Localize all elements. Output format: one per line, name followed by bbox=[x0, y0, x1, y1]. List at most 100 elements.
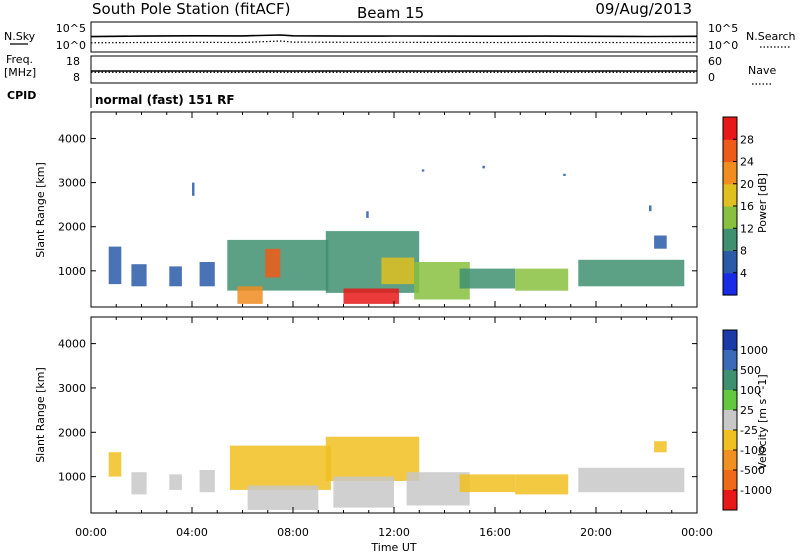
colorbar-swatch bbox=[723, 228, 737, 252]
y-tick-label: 2000 bbox=[58, 426, 86, 439]
time-axis: 00:00 04:00 08:00 12:00 16:00 20:00 00:00 bbox=[75, 526, 713, 539]
y-tick-label: 3000 bbox=[58, 382, 86, 395]
echo-patch-8 bbox=[343, 288, 399, 304]
echo-patch-17 bbox=[421, 169, 425, 172]
nsearch-label: N.Search bbox=[746, 30, 796, 43]
x-tick-label: 08:00 bbox=[277, 526, 309, 539]
x-tick-label: 00:00 bbox=[75, 526, 107, 539]
power-colorbar-label: Power [dB] bbox=[756, 173, 769, 233]
cpid-row: CPID normal (fast) 151 RF bbox=[7, 88, 235, 108]
x-tick-label: 20:00 bbox=[580, 526, 612, 539]
colorbar-swatch bbox=[723, 139, 737, 163]
colorbar-swatch bbox=[723, 350, 737, 371]
power-axis: 1000 2000 3000 4000 bbox=[58, 112, 698, 307]
power-panel: 1000 2000 3000 4000 Slant Range [km] bbox=[34, 111, 698, 308]
freq-tick-bottom: 8 bbox=[73, 71, 80, 84]
cpid-value: normal (fast) 151 RF bbox=[95, 93, 235, 107]
echo-patch-18 bbox=[482, 165, 485, 169]
noise-tick-top-right: 10^5 bbox=[708, 22, 738, 35]
echo-patch-10 bbox=[515, 474, 569, 495]
echo-patch-15 bbox=[192, 182, 195, 196]
freq-label: Freq. bbox=[6, 53, 33, 66]
velocity-axis: 1000 2000 3000 4000 bbox=[58, 317, 698, 513]
station-title: South Pole Station (fitACF) bbox=[92, 0, 290, 18]
colorbar-swatch bbox=[723, 272, 737, 296]
x-tick-label: 04:00 bbox=[176, 526, 208, 539]
nsky-label: N.Sky bbox=[4, 30, 36, 43]
colorbar-tick-label: 100 bbox=[740, 384, 761, 397]
echo-patch-20 bbox=[649, 205, 652, 212]
nave-label: Nave bbox=[748, 64, 776, 77]
colorbar-swatch bbox=[723, 450, 737, 471]
colorbar-swatch bbox=[723, 161, 737, 185]
echo-patch-5 bbox=[247, 485, 319, 510]
freq-strip-frame bbox=[90, 55, 698, 84]
colorbar-swatch bbox=[723, 430, 737, 451]
velocity-colorbar-label: Velocity [m s^-1] bbox=[756, 374, 769, 469]
freq-tick-top: 18 bbox=[66, 55, 80, 68]
colorbar-frame bbox=[722, 329, 738, 511]
echo-patch-14 bbox=[654, 235, 667, 249]
y-tick-label: 1000 bbox=[58, 471, 86, 484]
echo-patch-8 bbox=[406, 472, 470, 506]
colorbar-tick-label: 12 bbox=[740, 222, 754, 235]
nsky-series-line bbox=[90, 34, 698, 38]
echo-patch-12 bbox=[654, 441, 667, 453]
nsearch-series-line bbox=[90, 40, 698, 44]
colorbar-swatch bbox=[723, 117, 737, 140]
echo-patch-0 bbox=[108, 246, 122, 285]
echo-patch-0 bbox=[108, 452, 122, 477]
colorbar-swatch bbox=[723, 470, 737, 491]
echo-patch-7 bbox=[333, 476, 394, 508]
echo-patch-12 bbox=[515, 268, 569, 291]
colorbar-swatch bbox=[723, 390, 737, 411]
x-tick-label: 12:00 bbox=[378, 526, 410, 539]
power-ylabel: Slant Range [km] bbox=[34, 162, 47, 258]
colorbar-swatch bbox=[723, 410, 737, 431]
nave-tick-bottom: 0 bbox=[708, 71, 715, 84]
power-colorbar: 4 8 12 16 20 24 28 bbox=[722, 116, 754, 296]
echo-patch-6 bbox=[325, 436, 420, 481]
velocity-data-marks bbox=[108, 436, 685, 510]
noise-tick-bottom-right: 10^0 bbox=[708, 39, 738, 52]
noise-strip: N.Sky 10^5 10^0 10^5 10^0 N.Search bbox=[4, 21, 796, 53]
echo-patch-1 bbox=[131, 264, 147, 287]
velocity-colorbar: 1000 500 100 25 -25 -100 -500 -1000 bbox=[722, 329, 772, 511]
colorbar-swatch bbox=[723, 330, 737, 351]
echo-patch-13 bbox=[578, 259, 685, 287]
echo-patch-9 bbox=[381, 257, 415, 285]
echo-patch-4 bbox=[229, 445, 331, 490]
y-tick-label: 4000 bbox=[58, 132, 86, 145]
colorbar-tick-label: 4 bbox=[740, 267, 747, 280]
colorbar-tick-label: -500 bbox=[740, 464, 765, 477]
colorbar-swatch bbox=[723, 490, 737, 511]
x-tick-label: 16:00 bbox=[479, 526, 511, 539]
colorbar-swatch bbox=[723, 206, 737, 229]
echo-patch-11 bbox=[578, 467, 685, 493]
colorbar-tick-label: -25 bbox=[740, 424, 758, 437]
noise-tick-bottom-left: 10^0 bbox=[56, 39, 86, 52]
colorbar-swatch bbox=[723, 370, 737, 391]
date-label: 09/Aug/2013 bbox=[595, 0, 692, 18]
colorbar-tick-label: 25 bbox=[740, 404, 754, 417]
echo-patch-3 bbox=[199, 470, 215, 493]
echo-patch-11 bbox=[459, 268, 516, 289]
colorbar-tick-label: 16 bbox=[740, 200, 754, 213]
time-axis-label: Time UT bbox=[370, 541, 416, 554]
echo-patch-2 bbox=[169, 474, 182, 490]
colorbar-tick-label: -1000 bbox=[740, 484, 772, 497]
colorbar-tick-label: 20 bbox=[740, 178, 754, 191]
cpid-label: CPID bbox=[7, 89, 36, 102]
colorbar-tick-label: 28 bbox=[740, 133, 754, 146]
echo-patch-6 bbox=[237, 286, 263, 304]
colorbar-tick-label: 1000 bbox=[740, 344, 768, 357]
y-tick-label: 3000 bbox=[58, 177, 86, 190]
echo-patch-9 bbox=[459, 474, 516, 493]
colorbar-swatch bbox=[723, 250, 737, 274]
echo-patch-3 bbox=[199, 262, 215, 287]
echo-patch-19 bbox=[563, 173, 566, 176]
nave-tick-top: 60 bbox=[708, 55, 722, 68]
echo-patch-2 bbox=[169, 266, 182, 287]
y-tick-label: 1000 bbox=[58, 265, 86, 278]
